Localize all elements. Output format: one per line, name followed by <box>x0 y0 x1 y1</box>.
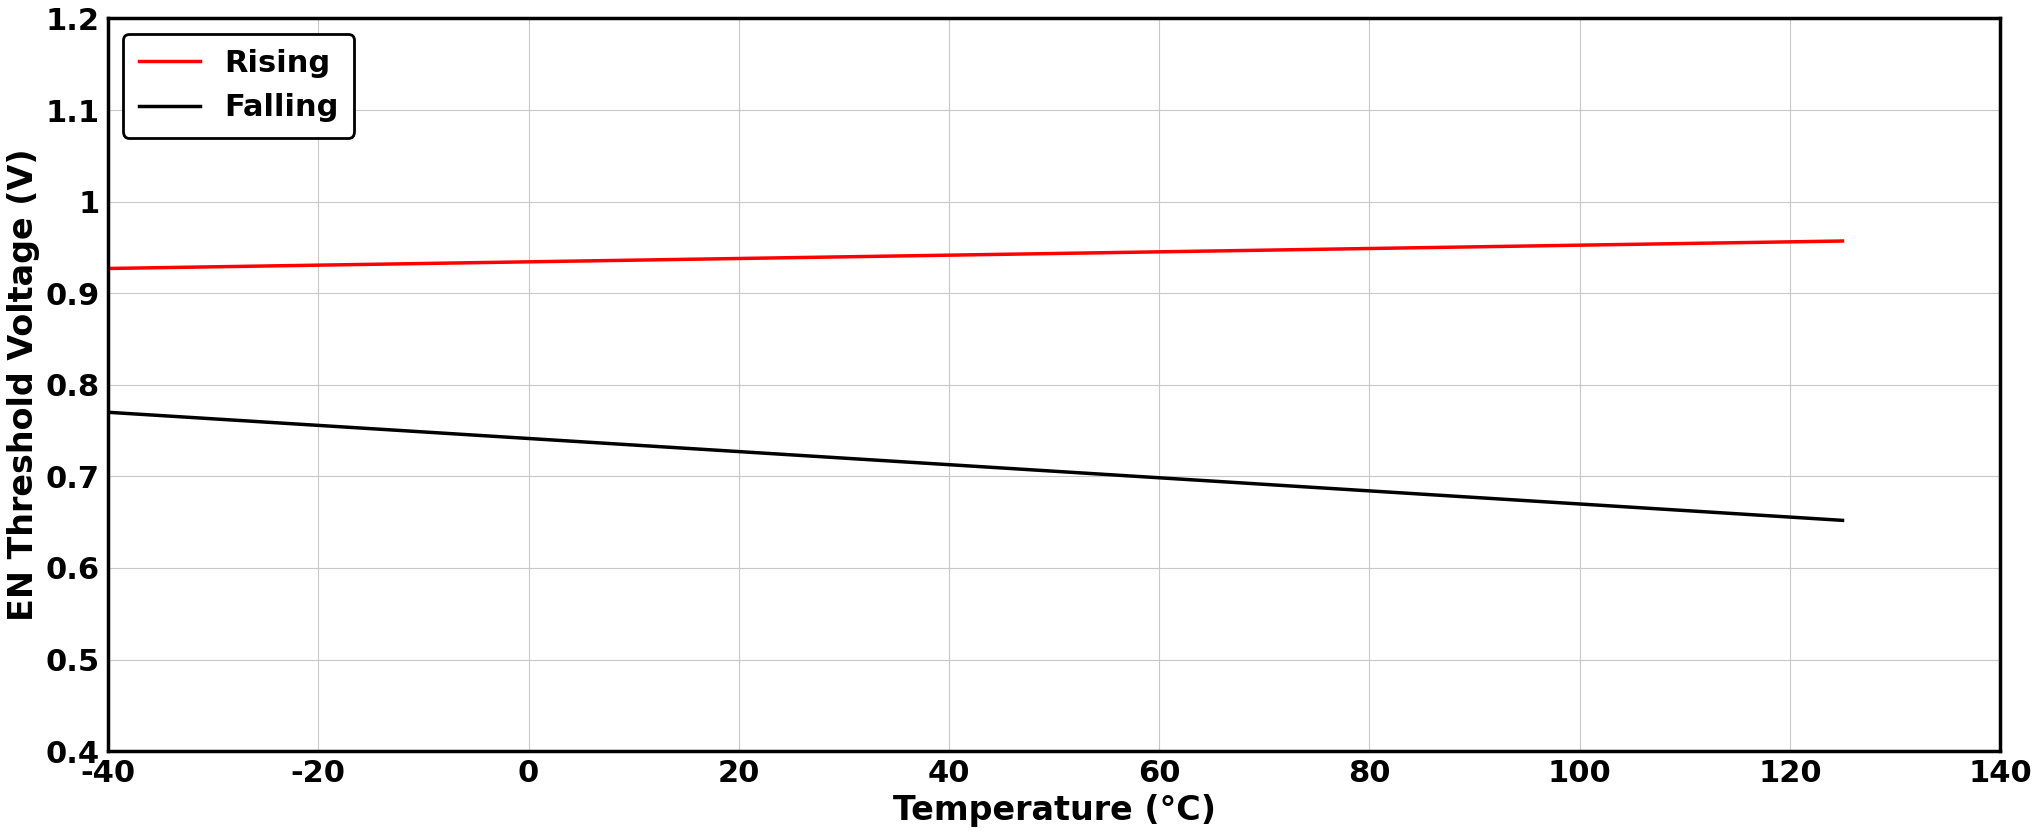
X-axis label: Temperature (°C): Temperature (°C) <box>893 794 1215 827</box>
Legend: Rising, Falling: Rising, Falling <box>124 33 355 138</box>
Y-axis label: EN Threshold Voltage (V): EN Threshold Voltage (V) <box>6 148 41 621</box>
